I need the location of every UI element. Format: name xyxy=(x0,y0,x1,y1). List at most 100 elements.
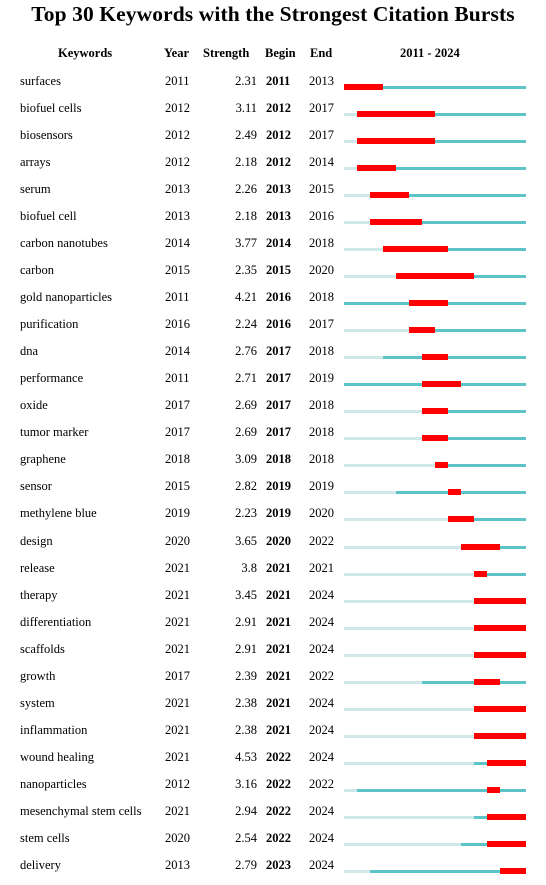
begin-cell: 2016 xyxy=(266,317,291,332)
table-row: design 2020 3.65 2020 2022 xyxy=(0,531,546,558)
burst-segment xyxy=(474,732,526,739)
table-row: arrays 2012 2.18 2012 2014 xyxy=(0,152,546,179)
active-segment xyxy=(370,221,526,225)
burst-bar xyxy=(344,867,526,874)
burst-bar xyxy=(344,408,526,415)
burst-bar xyxy=(344,651,526,658)
inactive-segment xyxy=(344,194,370,198)
inactive-segment xyxy=(344,356,383,360)
year-cell: 2012 xyxy=(165,101,190,116)
table-row: inflammation 2021 2.38 2021 2024 xyxy=(0,720,546,747)
year-cell: 2021 xyxy=(165,803,190,818)
table-row: dna 2014 2.76 2017 2018 xyxy=(0,341,546,368)
keyword-cell: therapy xyxy=(20,587,58,602)
end-cell: 2017 xyxy=(309,317,334,332)
strength-cell: 2.35 xyxy=(235,263,257,278)
table-row: biofuel cell 2013 2.18 2013 2016 xyxy=(0,206,546,233)
active-segment xyxy=(344,86,526,89)
inactive-segment xyxy=(344,707,474,711)
end-cell: 2016 xyxy=(309,209,334,224)
burst-segment xyxy=(461,543,500,550)
begin-cell: 2021 xyxy=(266,641,291,656)
burst-segment xyxy=(474,570,487,577)
year-cell: 2011 xyxy=(165,74,190,88)
strength-cell: 3.45 xyxy=(235,587,257,602)
year-cell: 2013 xyxy=(165,209,190,224)
active-segment xyxy=(357,167,526,171)
strength-cell: 3.09 xyxy=(235,452,257,467)
table-row: carbon 2015 2.35 2015 2020 xyxy=(0,260,546,287)
end-cell: 2020 xyxy=(309,506,334,521)
year-cell: 2021 xyxy=(165,722,190,737)
strength-cell: 2.24 xyxy=(235,317,257,332)
strength-cell: 2.31 xyxy=(235,74,257,88)
begin-cell: 2021 xyxy=(266,695,291,710)
burst-bar xyxy=(344,840,526,847)
year-cell: 2021 xyxy=(165,641,190,656)
strength-cell: 3.16 xyxy=(235,776,257,791)
inactive-segment xyxy=(344,761,474,765)
keyword-cell: performance xyxy=(20,371,84,386)
table-row: serum 2013 2.26 2013 2015 xyxy=(0,179,546,206)
active-segment xyxy=(383,248,526,252)
keyword-cell: delivery xyxy=(20,857,61,872)
year-cell: 2011 xyxy=(165,371,190,386)
burst-segment xyxy=(487,840,526,847)
active-segment xyxy=(422,410,526,414)
end-cell: 2024 xyxy=(309,641,334,656)
strength-cell: 2.82 xyxy=(235,479,257,494)
inactive-segment xyxy=(344,626,474,630)
end-cell: 2019 xyxy=(309,371,334,386)
begin-cell: 2017 xyxy=(266,398,291,413)
active-segment xyxy=(448,518,526,522)
burst-segment xyxy=(435,462,448,469)
strength-cell: 2.79 xyxy=(235,857,257,872)
begin-cell: 2013 xyxy=(266,182,291,197)
begin-cell: 2022 xyxy=(266,776,291,791)
burst-bar xyxy=(344,165,526,172)
end-cell: 2024 xyxy=(309,722,334,737)
active-segment xyxy=(370,194,526,198)
strength-cell: 2.76 xyxy=(235,344,257,359)
header-begin: Begin xyxy=(265,46,296,60)
end-cell: 2022 xyxy=(309,668,334,683)
inactive-segment xyxy=(344,329,409,333)
strength-cell: 2.69 xyxy=(235,398,257,413)
year-cell: 2021 xyxy=(165,695,190,710)
burst-bar xyxy=(344,570,526,577)
year-cell: 2012 xyxy=(165,776,190,791)
strength-cell: 2.18 xyxy=(235,155,257,170)
burst-segment xyxy=(422,435,448,442)
inactive-segment xyxy=(344,734,474,738)
active-segment xyxy=(370,869,526,873)
begin-cell: 2017 xyxy=(266,371,291,386)
begin-cell: 2017 xyxy=(266,425,291,440)
header-end: End xyxy=(310,46,333,60)
burst-bar xyxy=(344,327,526,334)
keyword-cell: system xyxy=(20,695,55,710)
active-segment xyxy=(357,113,526,117)
burst-bar xyxy=(344,246,526,253)
year-cell: 2012 xyxy=(165,128,190,143)
begin-cell: 2021 xyxy=(266,668,291,683)
end-cell: 2013 xyxy=(309,74,334,88)
burst-segment xyxy=(409,327,435,334)
begin-cell: 2011 xyxy=(266,74,291,88)
year-cell: 2020 xyxy=(165,533,190,548)
keyword-cell: carbon nanotubes xyxy=(20,236,108,251)
year-cell: 2018 xyxy=(165,452,190,467)
active-segment xyxy=(409,329,526,333)
table-row: biofuel cells 2012 3.11 2012 2017 xyxy=(0,98,546,125)
keyword-cell: nanoparticles xyxy=(20,776,87,791)
keyword-cell: arrays xyxy=(20,155,51,170)
header-year: Year xyxy=(164,46,189,60)
strength-cell: 2.23 xyxy=(235,506,257,521)
inactive-segment xyxy=(344,140,357,144)
keyword-cell: gold nanoparticles xyxy=(20,290,112,305)
begin-cell: 2022 xyxy=(266,803,291,818)
table-row: scaffolds 2021 2.91 2021 2024 xyxy=(0,639,546,666)
strength-cell: 2.26 xyxy=(235,182,257,197)
keyword-cell: stem cells xyxy=(20,830,70,845)
table-row: sensor 2015 2.82 2019 2019 xyxy=(0,476,546,503)
begin-cell: 2021 xyxy=(266,587,291,602)
